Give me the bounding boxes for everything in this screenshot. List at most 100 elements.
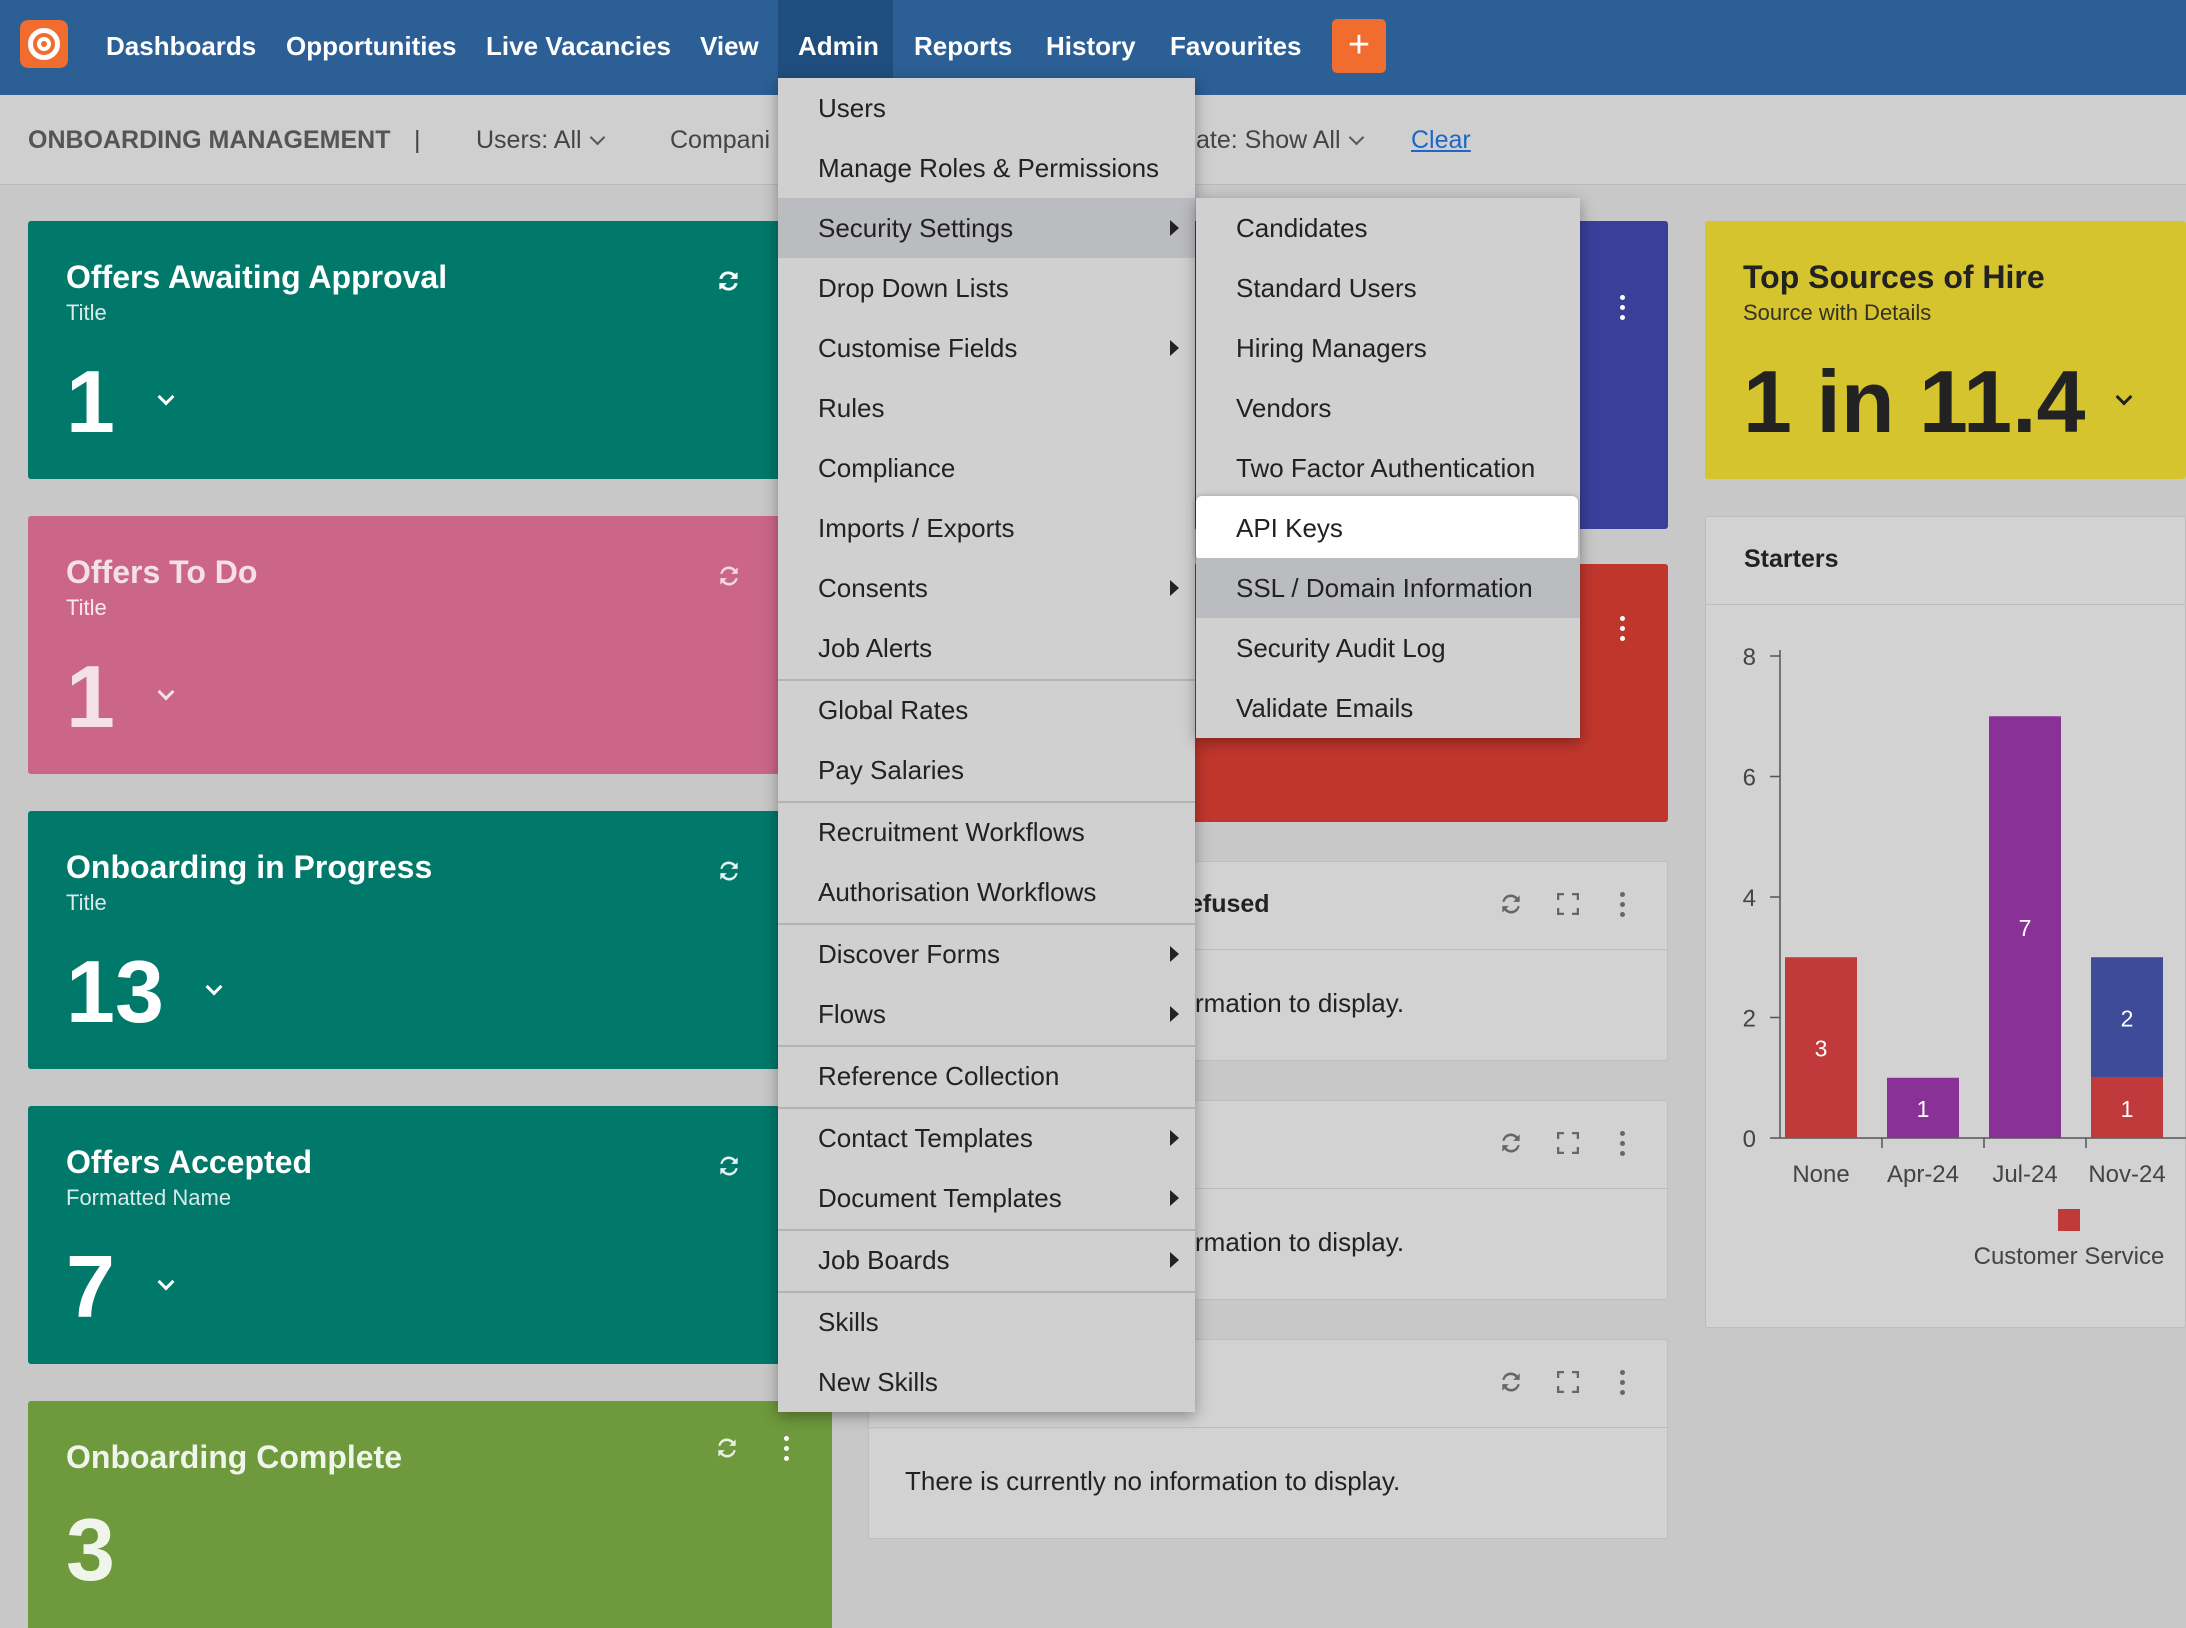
nav-favourites[interactable]: Favourites <box>1170 31 1302 61</box>
chevron-down-icon[interactable] <box>157 388 175 406</box>
card-title: Top Sources of Hire <box>1743 259 2045 295</box>
menu-item-imports-exports[interactable]: Imports / Exports <box>818 513 1015 543</box>
chevron-down-icon[interactable] <box>157 1273 175 1291</box>
card-value: 7 <box>66 1237 115 1336</box>
more-options-icon[interactable] <box>1618 295 1626 323</box>
nav-reports[interactable]: Reports <box>914 31 1013 61</box>
menu-item-compliance[interactable]: Compliance <box>818 453 956 483</box>
chevron-down-icon[interactable] <box>157 683 175 701</box>
nav-opportunities[interactable]: Opportunities <box>286 31 457 61</box>
menu-item-label: Discover Forms <box>818 939 1001 969</box>
menu-divider <box>778 923 1195 925</box>
submenu-item-ssl-domain-information[interactable]: SSL / Domain Information <box>1196 558 1580 618</box>
menu-item-skills[interactable]: Skills <box>818 1307 879 1337</box>
menu-item-document-templates[interactable]: Document Templates <box>778 1168 1195 1228</box>
menu-item-security-settings[interactable]: Security Settings <box>778 198 1195 258</box>
card-title: Onboarding in Progress <box>66 849 433 885</box>
submenu-item-standard-users[interactable]: Standard Users <box>1236 273 1417 303</box>
more-options-icon[interactable] <box>1618 892 1626 920</box>
refresh-icon[interactable] <box>716 1153 742 1179</box>
menu-item-authorisation-workflows[interactable]: Authorisation Workflows <box>818 877 1097 907</box>
menu-item-pay-salaries[interactable]: Pay Salaries <box>818 755 964 785</box>
menu-item-drop-down-lists[interactable]: Drop Down Lists <box>818 273 1009 303</box>
submenu-item-two-factor-authentication[interactable]: Two Factor Authentication <box>1236 453 1536 483</box>
submenu-item-validate-emails[interactable]: Validate Emails <box>1236 693 1414 723</box>
y-tick-label: 8 <box>1743 644 1756 671</box>
menu-item-job-boards[interactable]: Job Boards <box>778 1230 1195 1290</box>
chevron-down-icon[interactable] <box>2115 388 2133 406</box>
bar-segment <box>2091 1077 2163 1138</box>
title-separator: | <box>414 126 421 154</box>
kpi-card-onboarding-in-progress[interactable]: Onboarding in Progress Title 13 <box>28 811 840 1069</box>
menu-item-label: Security Settings <box>818 213 1014 243</box>
kpi-card-offers-to-do[interactable]: Offers To Do Title 1 <box>28 516 840 774</box>
y-tick-label: 6 <box>1743 765 1756 792</box>
kpi-card-top-sources-of-hire[interactable]: Top Sources of Hire Source with Details … <box>1705 221 2186 479</box>
kpi-card-offers-awaiting-approval[interactable]: Offers Awaiting Approval Title 1 <box>28 221 840 479</box>
menu-item-discover-forms[interactable]: Discover Forms <box>778 924 1195 984</box>
menu-item-consents[interactable]: Consents <box>778 558 1195 618</box>
expand-icon[interactable] <box>1557 1371 1579 1393</box>
refresh-icon[interactable] <box>714 1435 740 1461</box>
menu-item-label: Flows <box>818 999 886 1029</box>
more-options-icon[interactable] <box>1618 1370 1626 1398</box>
menu-item-new-skills[interactable]: New Skills <box>818 1367 938 1397</box>
menu-item-reference-collection[interactable]: Reference Collection <box>818 1061 1060 1091</box>
refresh-icon[interactable] <box>1498 1369 1524 1395</box>
companies-filter[interactable]: Compani <box>670 95 770 185</box>
clear-filters-link[interactable]: Clear <box>1411 126 1471 154</box>
nav-dashboards[interactable]: Dashboards <box>106 31 257 61</box>
card-value: 1 in 11.4 <box>1743 352 2086 451</box>
x-tick-label: Nov-24 <box>2088 1161 2165 1188</box>
nav-view[interactable]: View <box>700 31 759 61</box>
panel-offers-refused: efused rmation to display. <box>868 861 1668 1061</box>
kpi-card-offers-accepted[interactable]: Offers Accepted Formatted Name 7 <box>28 1106 840 1364</box>
refresh-icon[interactable] <box>1498 1130 1524 1156</box>
refresh-icon[interactable] <box>716 563 742 589</box>
bar-data-label: 3 <box>1815 1036 1828 1062</box>
bar-data-label: 1 <box>1917 1096 1930 1122</box>
expand-icon[interactable] <box>1557 893 1579 915</box>
menu-item-users[interactable]: Users <box>818 93 886 123</box>
add-button[interactable]: + <box>1332 19 1386 73</box>
submenu-item-security-audit-log[interactable]: Security Audit Log <box>1236 633 1446 663</box>
menu-item-job-alerts[interactable]: Job Alerts <box>818 633 933 663</box>
menu-item-customise-fields[interactable]: Customise Fields <box>778 318 1195 378</box>
refresh-icon[interactable] <box>716 858 742 884</box>
expand-icon[interactable] <box>1557 1132 1579 1154</box>
nav-live-vacancies[interactable]: Live Vacancies <box>486 31 672 61</box>
menu-item-flows[interactable]: Flows <box>778 984 1195 1044</box>
panel-empty-message: rmation to display. <box>1195 1227 1405 1257</box>
legend-label: Customer Service <box>1974 1243 2165 1270</box>
menu-item-global-rates[interactable]: Global Rates <box>818 695 969 725</box>
more-options-icon[interactable] <box>782 1436 790 1464</box>
app-logo-icon[interactable] <box>20 20 68 68</box>
menu-item-contact-templates[interactable]: Contact Templates <box>778 1108 1195 1168</box>
refresh-icon[interactable] <box>1498 891 1524 917</box>
date-filter[interactable]: ate: Show All <box>1196 95 1364 185</box>
nav-history[interactable]: History <box>1046 31 1136 61</box>
refresh-icon[interactable] <box>716 268 742 294</box>
submenu-item-hiring-managers[interactable]: Hiring Managers <box>1236 333 1427 363</box>
menu-divider <box>778 801 1195 803</box>
menu-item-recruitment-workflows[interactable]: Recruitment Workflows <box>818 817 1085 847</box>
bar-data-label: 2 <box>2121 1006 2134 1032</box>
card-value: 1 <box>66 352 115 451</box>
users-filter[interactable]: Users: All <box>476 95 605 185</box>
more-options-icon[interactable] <box>1618 1131 1626 1159</box>
card-title: Offers Accepted <box>66 1144 312 1180</box>
submenu-item-vendors[interactable]: Vendors <box>1236 393 1332 423</box>
panel-title: Starters <box>1744 545 1839 573</box>
bar-segment <box>1989 716 2061 1138</box>
menu-item-manage-roles-permissions[interactable]: Manage Roles & Permissions <box>818 153 1160 183</box>
menu-divider <box>778 1229 1195 1231</box>
menu-item-rules[interactable]: Rules <box>818 393 885 423</box>
starters-chart: 0 2 4 6 8 None 3 Apr-24 1 Jul-24 7 Nov-24 1 2 Customer… <box>1743 644 2186 1270</box>
menu-divider <box>778 679 1195 681</box>
chevron-down-icon[interactable] <box>205 978 223 996</box>
submenu-item-candidates[interactable]: Candidates <box>1236 213 1368 243</box>
more-options-icon[interactable] <box>1618 616 1626 644</box>
card-title: Onboarding Complete <box>66 1439 402 1475</box>
kpi-card-onboarding-complete[interactable]: Onboarding Complete 3 <box>28 1401 832 1628</box>
submenu-item-api-keys[interactable]: API Keys <box>1196 496 1578 560</box>
